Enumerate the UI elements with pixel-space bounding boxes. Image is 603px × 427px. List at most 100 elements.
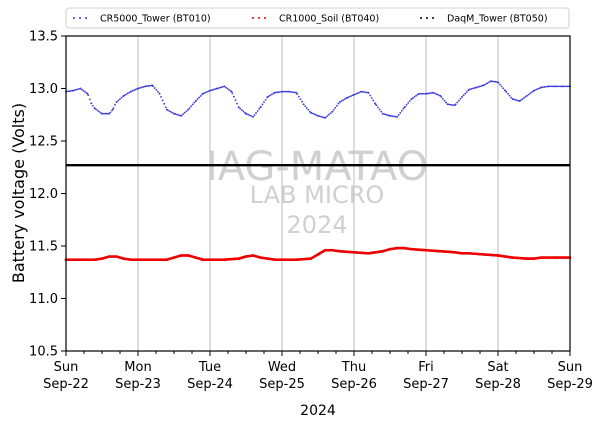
data-point <box>142 85 145 88</box>
legend-marker <box>426 17 428 19</box>
y-axis: 10.5 11.0 11.5 12.0 12.5 13.0 13.5 <box>29 30 66 360</box>
data-point <box>450 103 452 106</box>
data-point <box>69 90 72 92</box>
data-point <box>191 103 194 106</box>
data-point <box>533 89 536 92</box>
data-point <box>514 99 517 101</box>
data-point <box>315 114 318 116</box>
data-point <box>446 103 449 106</box>
data-point <box>128 91 131 94</box>
data-point <box>416 93 419 96</box>
data-point <box>366 91 368 94</box>
data-point <box>521 98 524 101</box>
watermark-line1: IAG-MATAO <box>206 144 428 190</box>
data-point <box>259 105 262 108</box>
data-point <box>202 92 205 95</box>
data-point <box>293 91 295 94</box>
data-point <box>389 115 392 117</box>
data-point <box>228 88 231 91</box>
data-point <box>418 92 421 95</box>
y-tick-label: 11.0 <box>29 292 58 307</box>
data-point <box>562 85 565 88</box>
data-point <box>271 93 273 96</box>
data-point <box>215 87 218 90</box>
data-point <box>126 92 129 95</box>
data-point <box>266 96 269 99</box>
data-point <box>233 95 235 98</box>
data-point <box>535 88 538 91</box>
data-point <box>286 90 289 93</box>
data-point <box>307 108 310 111</box>
data-point <box>546 85 549 88</box>
data-point <box>443 99 446 102</box>
data-point <box>282 90 284 93</box>
x-tick-date: Sep-24 <box>187 377 233 392</box>
data-point <box>354 93 357 95</box>
data-point <box>364 91 367 94</box>
data-point <box>145 85 148 88</box>
x-axis-title: 2024 <box>300 403 336 419</box>
data-point <box>435 93 438 96</box>
data-point <box>411 97 414 99</box>
data-point <box>302 103 305 106</box>
data-point <box>388 114 391 117</box>
data-point <box>473 87 476 89</box>
data-point <box>369 94 372 97</box>
data-point <box>288 90 291 93</box>
data-point <box>519 99 522 102</box>
data-point <box>239 107 242 110</box>
data-point <box>220 86 223 89</box>
x-tick-date: Sep-27 <box>403 377 449 392</box>
data-point <box>291 91 294 94</box>
data-point <box>518 100 520 102</box>
data-point <box>120 96 123 99</box>
data-point <box>451 104 454 106</box>
data-point <box>123 94 126 97</box>
y-tick-label: 13.5 <box>29 30 58 45</box>
data-point <box>421 92 424 95</box>
legend-marker <box>85 17 87 19</box>
data-point <box>179 114 181 117</box>
data-point <box>104 112 107 115</box>
data-point <box>172 112 175 115</box>
data-point <box>478 85 481 88</box>
data-point <box>361 90 364 93</box>
data-point <box>136 87 139 90</box>
data-point <box>407 102 410 104</box>
data-point <box>275 91 278 94</box>
data-point <box>529 92 532 95</box>
data-point <box>378 108 381 111</box>
y-tick-label: 13.0 <box>29 82 58 97</box>
data-point <box>454 103 457 106</box>
data-point <box>350 95 353 97</box>
data-point <box>313 113 316 116</box>
data-point <box>274 91 276 94</box>
data-point <box>134 88 137 91</box>
data-point <box>397 114 400 116</box>
legend-marker <box>432 17 434 19</box>
data-point <box>164 106 167 109</box>
data-point <box>305 107 308 109</box>
data-point <box>537 87 539 90</box>
x-tick-day: Sun <box>54 360 79 375</box>
data-point <box>316 114 319 117</box>
legend-label: CR1000_Soil (BT040) <box>279 14 379 25</box>
data-point <box>82 89 85 92</box>
x-axis: Sun Sep-22 Mon Sep-23 Tue Sep-24 Wed Sep-25 Thu S… <box>43 351 593 392</box>
data-point <box>213 88 216 91</box>
data-point <box>402 107 405 110</box>
data-point <box>209 89 212 92</box>
data-point <box>331 110 334 113</box>
data-point <box>174 113 177 115</box>
data-point <box>410 98 413 101</box>
data-point <box>190 105 193 108</box>
data-point <box>380 110 383 113</box>
data-point <box>158 92 161 95</box>
data-point <box>240 109 243 111</box>
data-point <box>93 107 96 109</box>
data-point <box>212 88 215 91</box>
data-point <box>372 99 375 102</box>
data-point <box>502 87 505 90</box>
data-point <box>381 112 384 115</box>
data-point <box>188 107 191 110</box>
